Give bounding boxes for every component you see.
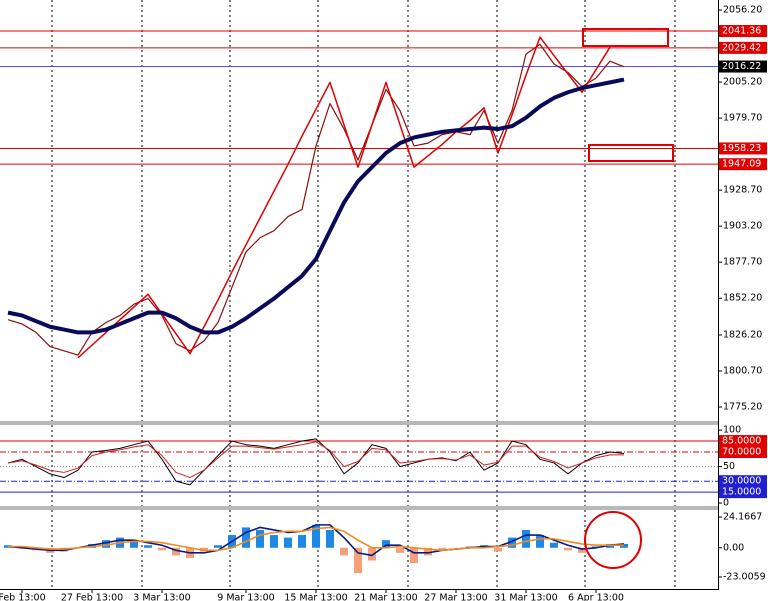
y-tick-label: 1826.20 (723, 329, 762, 340)
plot: 2056.20 2005.20 1979.70 1928.70 1903.20 1877.… (0, 5, 767, 601)
level-label: 2041.36 (722, 26, 761, 37)
y-tick-label: 2056.20 (723, 5, 762, 16)
x-tick-label: 27 Feb 13:00 (61, 592, 123, 601)
bar (172, 547, 180, 556)
series-line (7, 441, 624, 479)
bar (256, 529, 264, 548)
series-line (7, 524, 625, 557)
y-tick-label: 1800.70 (723, 365, 762, 376)
level-label-bg (719, 158, 767, 171)
series-line (77, 36, 611, 359)
highlight-circle (584, 511, 642, 569)
y-tick-label: 24.1667 (723, 512, 762, 523)
panel-separator (0, 421, 718, 425)
bar (508, 537, 516, 548)
bar (326, 529, 334, 548)
level-label-bg (719, 486, 767, 499)
bar (424, 547, 432, 556)
bar (382, 540, 390, 548)
bar (536, 535, 544, 548)
bar (158, 547, 166, 551)
level-label: 15.0000 (722, 487, 761, 498)
level-label: 1958.23 (722, 143, 761, 154)
level-label-bg (719, 435, 767, 448)
v-grid (51, 0, 676, 588)
bar (438, 547, 446, 551)
x-tick-label: Feb 13:00 (0, 592, 46, 601)
y-tick-label: 1979.70 (723, 113, 762, 124)
bar (494, 547, 502, 552)
level-label: 85.0000 (722, 436, 761, 447)
x-tick-label: 27 Mar 13:00 (424, 592, 487, 601)
x-tick-label: 21 Mar 13:00 (354, 592, 417, 601)
level-label: 70.0000 (722, 447, 761, 458)
level-label: 30.0000 (722, 476, 761, 487)
bar (396, 547, 404, 553)
x-tick-label: 3 Mar 13:00 (133, 592, 190, 601)
bar (284, 537, 292, 548)
bar (242, 527, 250, 548)
bar (368, 547, 376, 561)
bar (130, 541, 138, 548)
highlight-box (588, 144, 674, 162)
x-tick-label: 9 Mar 13:00 (217, 592, 274, 601)
level-label-bg (719, 142, 767, 155)
level-label: 2016.22 (722, 61, 761, 72)
level-label-bg (719, 446, 767, 458)
bar (550, 542, 558, 548)
series-line (7, 77, 625, 335)
bar (354, 547, 362, 574)
bar (410, 547, 418, 564)
x-tick-label: 15 Mar 13:00 (284, 592, 347, 601)
level-label-bg (719, 475, 767, 488)
y-tick-label: -23.0059 (723, 572, 766, 583)
bar (312, 524, 320, 548)
level-label-bg (719, 41, 767, 54)
series-line (7, 438, 625, 486)
y-tick-label: 0 (723, 498, 729, 509)
y-tick-label: 1903.20 (723, 221, 762, 232)
bar (578, 547, 586, 553)
bar (214, 545, 222, 548)
panel-separator (0, 506, 718, 510)
y-tick-label: 1928.70 (723, 185, 762, 196)
bar (340, 547, 348, 556)
x-tick-label: 6 Apr 13:00 (568, 592, 624, 601)
x-tick-label: 31 Mar 13:00 (494, 592, 557, 601)
bar (298, 535, 306, 548)
bar (564, 547, 572, 551)
y-tick-label: 2005.20 (723, 77, 762, 88)
y-tick-label: 1877.70 (723, 257, 762, 268)
level-label-bg (719, 60, 767, 73)
y-tick-label: 0.00 (723, 542, 744, 553)
y-tick-label: 100 (723, 425, 741, 436)
y-tick-label: 50 (723, 461, 735, 472)
bar (522, 529, 530, 548)
highlight-box (582, 28, 669, 47)
bar (102, 540, 110, 548)
bar (144, 545, 152, 548)
y-tick-label: 1775.20 (723, 402, 762, 413)
level-label: 1947.09 (722, 159, 761, 170)
series-line (7, 43, 625, 356)
y-tick-label: 1852.20 (723, 293, 762, 304)
series-line (8, 526, 624, 552)
level-label-bg (719, 25, 767, 38)
bar (270, 535, 278, 548)
level-label: 2029.42 (722, 42, 761, 53)
